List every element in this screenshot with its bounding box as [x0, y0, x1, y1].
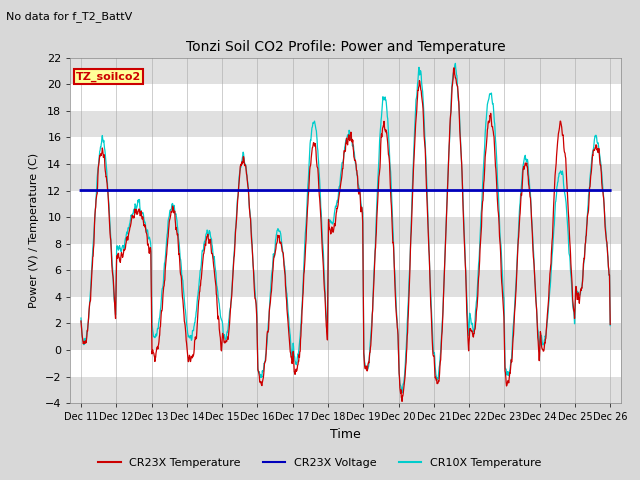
Bar — [70, 191, 621, 217]
Bar — [70, 377, 621, 403]
Legend: CR23X Temperature, CR23X Voltage, CR10X Temperature: CR23X Temperature, CR23X Voltage, CR10X … — [94, 453, 546, 472]
Title: Tonzi Soil CO2 Profile: Power and Temperature: Tonzi Soil CO2 Profile: Power and Temper… — [186, 40, 506, 54]
Bar — [70, 137, 621, 164]
Bar — [70, 297, 621, 324]
Bar — [70, 350, 621, 377]
X-axis label: Time: Time — [330, 428, 361, 441]
Bar — [70, 84, 621, 111]
Y-axis label: Power (V) / Temperature (C): Power (V) / Temperature (C) — [29, 153, 39, 308]
Bar — [70, 217, 621, 244]
Bar — [70, 111, 621, 137]
Text: No data for f_T2_BattV: No data for f_T2_BattV — [6, 11, 132, 22]
Bar — [70, 58, 621, 84]
Bar — [70, 164, 621, 191]
Text: TZ_soilco2: TZ_soilco2 — [76, 72, 141, 82]
Bar — [70, 244, 621, 270]
Bar — [70, 324, 621, 350]
Bar — [70, 270, 621, 297]
